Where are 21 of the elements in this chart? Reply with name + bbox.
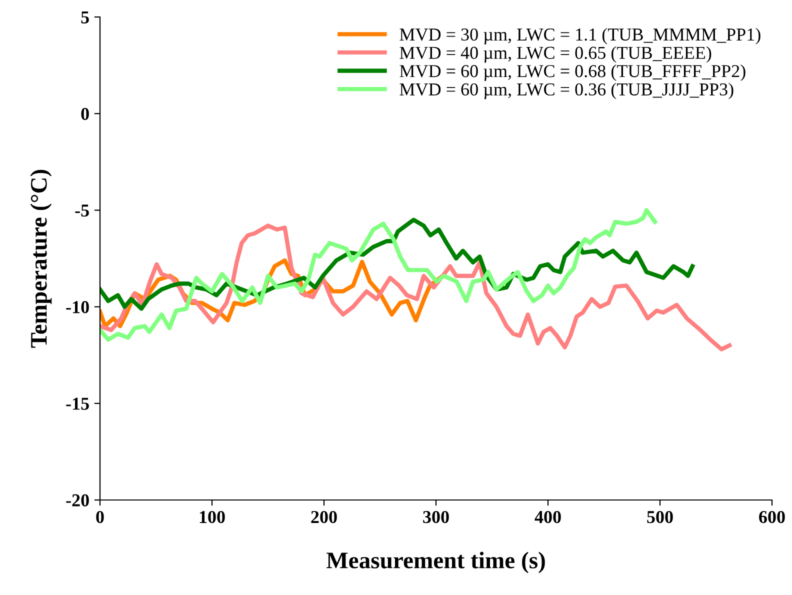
legend-label: MVD = 60 µm, LWC = 0.36 (TUB_JJJJ_PP3) [400, 82, 734, 100]
line-series [100, 208, 658, 342]
x-tick-label: 500 [647, 510, 673, 524]
y-tick-label: 0 [81, 108, 89, 120]
x-tick-label: 200 [311, 510, 337, 524]
y-tick-label: 5 [81, 11, 89, 24]
line-series [100, 224, 732, 352]
x-tick-label: 400 [534, 510, 561, 524]
legend-label: MVD = 40 µm, LWC = 0.65 (TUB_EEEE) [400, 46, 712, 63]
x-tick-label: 0 [96, 510, 104, 524]
x-tick-label: 600 [759, 510, 785, 524]
y-axis-title: Temperature (°C) [30, 170, 52, 348]
y-tick-label: -20 [66, 494, 89, 506]
x-axis-title: Measurement time (s) [326, 552, 545, 574]
legend-label: MVD = 30 µm, LWC = 1.1 (TUB_MMMM_PP1) [400, 28, 760, 44]
x-tick-label: 300 [423, 510, 449, 524]
x-tick-label: 100 [200, 510, 225, 524]
y-tick-label: -10 [66, 301, 89, 314]
legend-label: MVD = 60 µm, LWC = 0.68 (TUB_FFFF_PP2) [400, 64, 746, 81]
y-tick-label: -15 [66, 398, 89, 410]
y-tick-label: -5 [75, 204, 89, 217]
